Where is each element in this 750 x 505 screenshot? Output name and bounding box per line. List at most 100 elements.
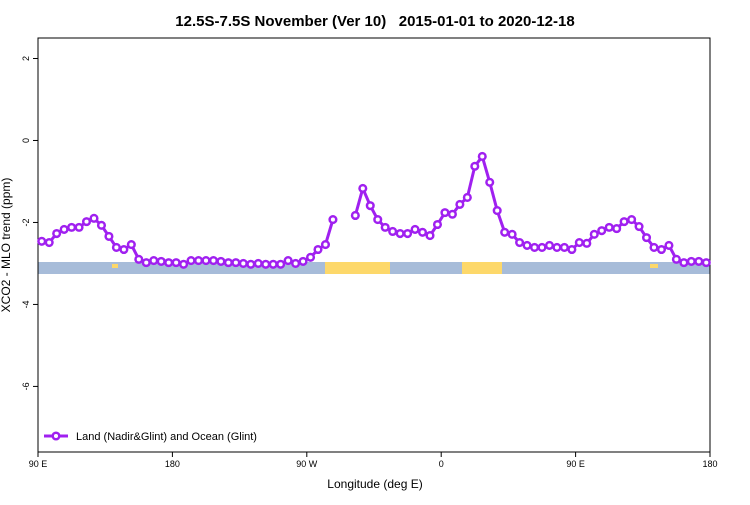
data-point bbox=[261, 259, 271, 269]
x-tick-label: 90 E bbox=[566, 459, 585, 469]
data-point bbox=[201, 256, 211, 266]
data-point bbox=[432, 219, 443, 230]
data-point bbox=[515, 237, 525, 248]
data-point bbox=[253, 258, 263, 268]
data-point bbox=[59, 224, 69, 234]
data-point bbox=[320, 240, 331, 250]
data-point bbox=[694, 256, 704, 266]
land-strip bbox=[650, 264, 658, 268]
data-point bbox=[44, 237, 54, 248]
data-point bbox=[522, 240, 532, 250]
data-point bbox=[582, 238, 592, 248]
data-point bbox=[81, 217, 92, 227]
data-point bbox=[552, 242, 562, 253]
data-point bbox=[417, 227, 428, 237]
data-point bbox=[537, 242, 547, 253]
data-point bbox=[305, 252, 316, 262]
data-point bbox=[373, 215, 383, 225]
data-point bbox=[208, 256, 219, 266]
data-point bbox=[597, 226, 607, 236]
data-point bbox=[627, 215, 637, 225]
data-point bbox=[350, 210, 360, 221]
data-point bbox=[664, 240, 674, 250]
data-point bbox=[612, 224, 622, 234]
data-point bbox=[544, 240, 555, 250]
data-point bbox=[634, 222, 644, 232]
data-point bbox=[507, 229, 517, 239]
data-point bbox=[149, 256, 159, 266]
data-point bbox=[574, 237, 584, 248]
x-tick-label: 90 E bbox=[29, 459, 48, 469]
series-line bbox=[41, 153, 707, 266]
data-point bbox=[96, 220, 107, 230]
data-point bbox=[500, 227, 510, 237]
data-point bbox=[104, 231, 114, 241]
data-point bbox=[470, 161, 480, 171]
data-point bbox=[529, 242, 540, 253]
data-point bbox=[358, 183, 368, 193]
data-point bbox=[111, 242, 121, 253]
data-point bbox=[455, 199, 465, 209]
data-point bbox=[246, 259, 256, 269]
data-point bbox=[223, 258, 233, 268]
data-point bbox=[701, 258, 711, 268]
data-point bbox=[440, 208, 450, 218]
data-point bbox=[477, 151, 487, 162]
data-point bbox=[283, 256, 293, 266]
data-point bbox=[649, 242, 659, 253]
data-point bbox=[313, 244, 323, 255]
data-point bbox=[567, 244, 577, 255]
data-point bbox=[291, 258, 301, 268]
land-strip bbox=[325, 262, 390, 274]
x-tick-label: 90 W bbox=[296, 459, 318, 469]
data-point bbox=[395, 228, 405, 239]
data-point bbox=[328, 215, 338, 225]
data-point bbox=[679, 258, 689, 268]
data-point bbox=[403, 228, 413, 239]
data-point bbox=[216, 256, 226, 266]
data-point bbox=[276, 259, 286, 269]
data-point bbox=[388, 226, 398, 237]
plot-frame bbox=[37, 37, 711, 453]
data-point bbox=[447, 209, 457, 219]
data-point bbox=[193, 256, 204, 266]
data-point bbox=[37, 236, 47, 246]
legend-marker bbox=[51, 431, 61, 441]
data-point bbox=[119, 244, 129, 255]
data-point bbox=[231, 258, 241, 268]
y-tick-label: -2 bbox=[21, 218, 31, 226]
data-point bbox=[268, 259, 278, 269]
data-point bbox=[298, 256, 308, 266]
data-point bbox=[462, 192, 472, 203]
land-strip bbox=[462, 262, 502, 274]
data-point bbox=[74, 222, 84, 232]
data-point bbox=[141, 258, 151, 268]
data-point bbox=[126, 240, 136, 250]
data-point bbox=[171, 258, 181, 268]
data-point bbox=[589, 229, 599, 239]
y-tick-label: 2 bbox=[21, 56, 31, 61]
data-point bbox=[559, 242, 569, 253]
data-point bbox=[365, 201, 375, 211]
data-point bbox=[619, 217, 629, 227]
data-point bbox=[656, 244, 667, 255]
x-tick-label: 180 bbox=[702, 459, 717, 469]
y-tick-label: -4 bbox=[21, 300, 31, 308]
land-strip bbox=[112, 264, 118, 268]
data-point bbox=[156, 256, 166, 266]
data-point bbox=[485, 177, 495, 187]
data-point bbox=[686, 256, 696, 266]
y-axis-label: XCO2 - MLO trend (ppm) bbox=[0, 178, 13, 313]
data-point bbox=[164, 258, 174, 268]
data-point bbox=[238, 258, 248, 268]
data-point bbox=[89, 213, 99, 223]
data-point bbox=[671, 254, 681, 264]
x-tick-label: 180 bbox=[165, 459, 180, 469]
data-point bbox=[604, 222, 614, 232]
x-tick-label: 0 bbox=[439, 459, 444, 469]
data-point bbox=[641, 233, 652, 243]
data-point bbox=[52, 228, 62, 239]
data-point bbox=[380, 222, 390, 232]
data-point bbox=[67, 222, 77, 232]
